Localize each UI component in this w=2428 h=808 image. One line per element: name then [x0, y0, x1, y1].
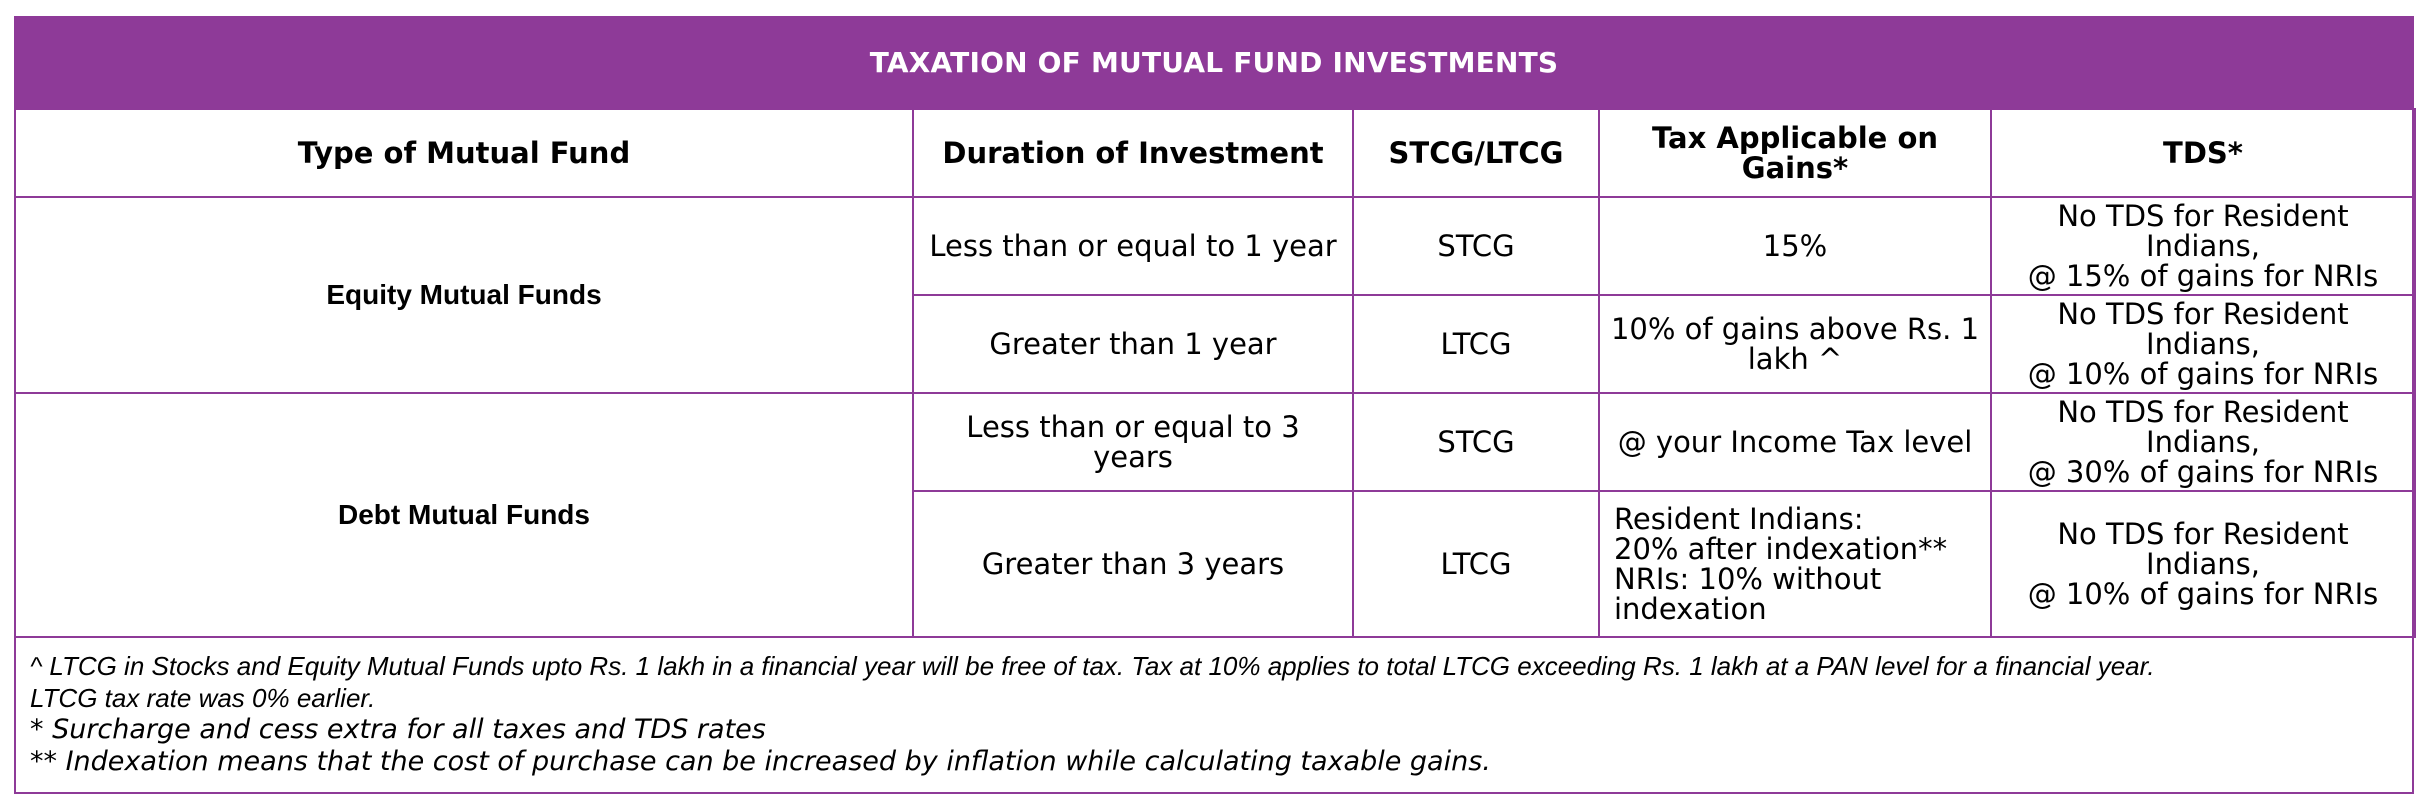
table-row: Equity Mutual Funds Less than or equal t… [14, 196, 2416, 394]
duration-cell: Greater than 1 year [912, 294, 1354, 394]
footnote-indexation: ** Indexation means that the cost of pur… [30, 746, 1491, 777]
tax-line: indexation [1614, 592, 1767, 626]
table-title: TAXATION OF MUTUAL FUND INVESTMENTS [14, 16, 2414, 108]
table-row: Greater than 3 years LTCG Resident India… [15, 490, 2416, 638]
tds-line: @ 10% of gains for NRIs [2027, 577, 2379, 611]
tax-line: 20% after indexation** [1614, 532, 1948, 566]
gain-type-cell: STCG [1352, 392, 1600, 492]
tds-cell: No TDS for Resident Indians, @ 15% of ga… [1990, 196, 2416, 296]
tds-cell: No TDS for Resident Indians, @ 30% of ga… [1990, 392, 2416, 492]
tds-line: No TDS for Resident Indians, [2057, 395, 2349, 459]
tax-cell: 15% [1598, 196, 1992, 296]
fund-type-debt: Debt Mutual Funds [14, 392, 914, 638]
taxation-table: Type of Mutual Fund Duration of Investme… [14, 108, 2416, 638]
tax-cell: 10% of gains above Rs. 1 lakh ^ [1598, 294, 1992, 394]
tds-line: No TDS for Resident Indians, [2057, 199, 2349, 263]
header-row: Type of Mutual Fund Duration of Investme… [14, 108, 2416, 198]
header-tds: TDS* [1990, 108, 2416, 198]
tds-line: @ 15% of gains for NRIs [2027, 259, 2379, 293]
footnote-ltcg: ^ LTCG in Stocks and Equity Mutual Funds… [30, 651, 2155, 681]
tds-cell: No TDS for Resident Indians, @ 10% of ga… [1990, 294, 2416, 394]
tds-line: @ 10% of gains for NRIs [2027, 357, 2379, 391]
gain-type-cell: STCG [1352, 196, 1600, 296]
header-tax: Tax Applicable on Gains* [1598, 108, 1992, 198]
footnotes: ^ LTCG in Stocks and Equity Mutual Funds… [30, 650, 2400, 778]
tax-cell: @ your Income Tax level [1598, 392, 1992, 492]
tds-line: @ 30% of gains for NRIs [2027, 455, 2379, 489]
header-type: Type of Mutual Fund [14, 108, 914, 198]
duration-cell: Less than or equal to 3 years [912, 392, 1354, 492]
tax-line: NRIs: 10% without [1614, 562, 1882, 596]
header-duration: Duration of Investment [912, 108, 1354, 198]
footnote-surcharge: * Surcharge and cess extra for all taxes… [30, 714, 766, 745]
tax-cell: Resident Indians: 20% after indexation**… [1598, 490, 1992, 638]
gain-type-cell: LTCG [1352, 294, 1600, 394]
duration-cell: Greater than 3 years [912, 490, 1354, 638]
table-row: Greater than 1 year LTCG 10% of gains ab… [15, 294, 2416, 394]
header-stcg-ltcg: STCG/LTCG [1352, 108, 1600, 198]
table-title-text: TAXATION OF MUTUAL FUND INVESTMENTS [869, 45, 1559, 79]
gain-type-cell: LTCG [1352, 490, 1600, 638]
tds-line: No TDS for Resident Indians, [2057, 297, 2349, 361]
tds-line: No TDS for Resident Indians, [2057, 517, 2349, 581]
duration-cell: Less than or equal to 1 year [912, 196, 1354, 296]
tds-cell: No TDS for Resident Indians, @ 10% of ga… [1990, 490, 2416, 638]
footnote-ltcg-earlier: LTCG tax rate was 0% earlier. [30, 683, 376, 713]
table-row: Debt Mutual Funds Less than or equal to … [14, 392, 2416, 638]
tax-line: Resident Indians: [1614, 502, 1864, 536]
fund-type-equity: Equity Mutual Funds [14, 196, 914, 394]
